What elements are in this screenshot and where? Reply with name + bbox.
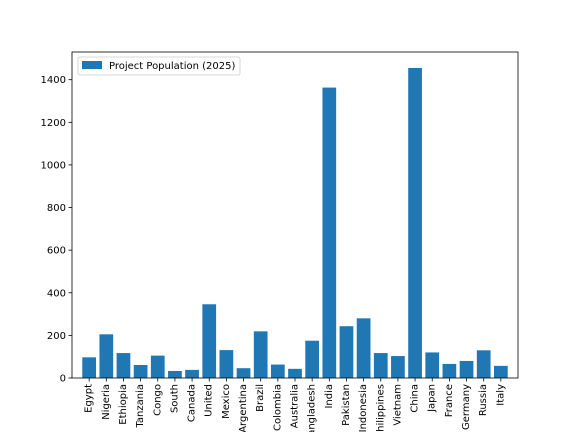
bar <box>253 331 268 378</box>
bar <box>150 355 165 378</box>
x-tick-label: Australia <box>290 384 301 428</box>
x-tick-label: Tanzania <box>135 384 146 429</box>
x-tick-label: Bangladesh <box>307 384 318 432</box>
x-tick-label: Philippines <box>375 384 386 432</box>
bar <box>219 350 234 378</box>
x-tick-label: France <box>444 384 455 417</box>
bar <box>116 353 131 378</box>
x-tick-label: Ethiopia <box>118 384 129 425</box>
bars-layer <box>82 67 508 378</box>
y-tick-label: 1000 <box>41 160 66 171</box>
x-tick-label: Argentina <box>238 384 249 432</box>
bar <box>236 368 251 378</box>
y-tick-label: 1200 <box>41 118 66 129</box>
x-tick-label: South <box>169 384 180 413</box>
y-tick-label: 200 <box>47 331 66 342</box>
bar <box>82 357 97 378</box>
legend-box <box>77 56 241 76</box>
bar <box>322 87 337 378</box>
bar <box>99 334 114 378</box>
y-tick-label: 1400 <box>41 75 66 86</box>
bar <box>425 352 440 378</box>
bar <box>305 340 320 378</box>
x-tick-label: Egypt <box>84 384 95 413</box>
y-axis: 0 200 400 600 800 1000 1200 1400 <box>41 75 72 385</box>
bar <box>185 369 199 378</box>
x-tick-label: Congo <box>152 384 163 416</box>
bar <box>356 318 371 378</box>
bar <box>391 356 405 378</box>
x-tick-label: Colombia <box>272 384 283 431</box>
bar <box>408 67 422 378</box>
bar <box>442 363 457 378</box>
x-tick-label: Russia <box>478 384 489 416</box>
x-tick-label: Mexico <box>221 384 232 419</box>
bar <box>459 360 474 378</box>
x-tick-label: Italy <box>495 384 506 406</box>
x-tick-label: Brazil <box>255 384 266 412</box>
x-tick-label: India <box>324 384 335 409</box>
bar <box>270 364 285 378</box>
bar <box>476 350 491 378</box>
x-tick-label: China <box>410 384 421 413</box>
x-tick-label: Indonesia <box>358 384 369 432</box>
x-axis: Egypt Nigeria Ethiopia Tanzania Congo South Ca… <box>84 378 507 436</box>
x-tick-labels: Egypt Nigeria Ethiopia Tanzania Congo South Ca… <box>84 384 507 436</box>
bar <box>133 365 148 378</box>
bar <box>373 353 388 378</box>
y-tick-label: 0 <box>60 374 66 385</box>
plot-frame <box>71 51 519 379</box>
x-tick-label: Pakistan <box>341 384 352 426</box>
x-tick-label: United <box>204 384 215 417</box>
legend: Project Population (2025) <box>77 56 241 76</box>
bar <box>202 304 217 378</box>
y-tick-label: 400 <box>47 288 66 299</box>
x-tick-label: Canada <box>187 384 198 422</box>
x-tick-label: Germany <box>461 384 472 430</box>
legend-swatch <box>82 61 102 69</box>
bar <box>493 365 508 378</box>
x-tick-label: Nigeria <box>101 384 112 420</box>
y-tick-label: 800 <box>47 203 66 214</box>
legend-label: Project Population (2025) <box>109 61 235 72</box>
y-tick-label: 600 <box>47 246 66 257</box>
bar <box>168 370 182 378</box>
x-tick-label: Japan <box>427 384 438 413</box>
bar <box>288 368 302 378</box>
x-tick-label: Vietnam <box>392 384 403 426</box>
bar <box>339 326 354 378</box>
